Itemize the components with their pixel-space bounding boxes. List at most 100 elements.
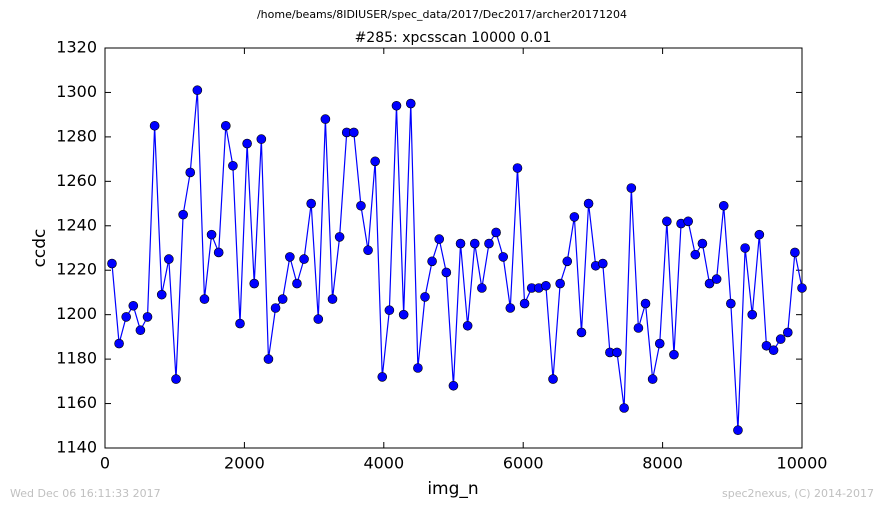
data-point <box>548 374 558 384</box>
data-point <box>491 227 501 238</box>
y-tick-label: 1240 <box>56 215 97 234</box>
data-point <box>213 247 224 258</box>
data-point <box>569 212 580 222</box>
data-point <box>199 294 210 304</box>
data-point <box>156 289 167 300</box>
data-point <box>519 298 530 309</box>
y-tick-label: 1160 <box>56 393 97 412</box>
data-point <box>505 303 516 313</box>
data-point <box>555 278 565 289</box>
data-point <box>782 327 793 338</box>
data-point <box>434 234 445 244</box>
data-point <box>420 292 430 302</box>
data-point <box>192 85 203 96</box>
data-point <box>469 238 480 249</box>
data-point <box>754 229 765 240</box>
y-tick-label: 1140 <box>56 438 97 457</box>
data-point <box>647 374 658 384</box>
data-point <box>619 403 629 413</box>
data-point <box>142 312 153 322</box>
data-point <box>135 325 146 336</box>
data-point <box>747 309 758 320</box>
data-point <box>114 338 124 349</box>
data-point <box>790 247 800 258</box>
data-point <box>256 134 267 144</box>
data-point <box>562 256 573 267</box>
data-point <box>263 354 274 364</box>
data-point <box>626 183 637 193</box>
data-point <box>164 254 174 264</box>
data-point <box>249 278 260 289</box>
y-tick-label: 1300 <box>56 82 97 101</box>
data-point <box>377 372 388 382</box>
footer-left: Wed Dec 06 16:11:33 2017 <box>10 487 161 500</box>
data-point <box>726 298 736 309</box>
data-point <box>761 340 772 351</box>
y-tick-label: 1220 <box>56 260 97 279</box>
data-point <box>583 198 594 209</box>
data-point <box>704 278 715 289</box>
data-point <box>462 320 473 331</box>
data-point <box>285 252 295 262</box>
data-point <box>740 243 750 253</box>
x-tick-label: 0 <box>100 454 110 473</box>
data-point <box>662 216 672 227</box>
data-point <box>121 312 131 322</box>
data-point <box>320 114 331 124</box>
data-point <box>640 298 651 309</box>
data-point <box>306 198 316 209</box>
data-point <box>413 363 423 373</box>
data-point <box>370 156 380 167</box>
chart-title: #285: xpcsscan 10000 0.01 <box>355 30 552 46</box>
data-point <box>292 278 302 289</box>
x-axis-label: img_n <box>427 479 478 499</box>
data-point <box>612 347 622 358</box>
footer-right: spec2nexus, (C) 2014-2017 <box>722 487 874 500</box>
data-point <box>107 258 117 269</box>
data-point <box>242 138 252 149</box>
data-point <box>220 120 231 131</box>
data-point <box>313 314 324 324</box>
data-point <box>484 238 494 249</box>
data-point <box>427 256 437 267</box>
data-point <box>512 163 523 173</box>
x-tick-label: 2000 <box>224 454 265 473</box>
data-point <box>149 120 160 131</box>
x-tick-label: 8000 <box>642 454 683 473</box>
data-point <box>185 167 196 178</box>
y-tick-label: 1280 <box>56 126 97 145</box>
data-point <box>448 380 459 391</box>
data-point <box>171 374 181 384</box>
y-tick-label: 1260 <box>56 171 97 190</box>
x-tick-label: 4000 <box>363 454 404 473</box>
data-point <box>633 323 644 333</box>
y-tick-label: 1180 <box>56 349 97 368</box>
data-point <box>277 294 288 304</box>
data-point <box>597 258 608 269</box>
data-point <box>654 338 665 349</box>
data-point <box>441 267 452 278</box>
data-point <box>733 425 743 436</box>
data-point <box>718 200 729 211</box>
data-point <box>576 327 587 338</box>
data-point <box>206 229 217 240</box>
data-point <box>455 238 466 249</box>
data-point <box>327 294 338 304</box>
data-point <box>270 303 281 313</box>
data-point <box>178 209 188 220</box>
data-point <box>228 160 238 171</box>
data-point <box>797 283 807 293</box>
data-point <box>669 349 679 360</box>
data-point <box>711 274 722 284</box>
data-point <box>477 283 487 293</box>
data-point <box>384 305 395 316</box>
data-point <box>398 309 409 320</box>
x-tick-label: 6000 <box>503 454 544 473</box>
data-point <box>498 252 508 262</box>
data-point <box>775 334 786 344</box>
y-tick-label: 1200 <box>56 304 97 323</box>
data-point <box>697 238 708 249</box>
data-point <box>349 127 359 138</box>
y-axis-label: ccdc <box>30 229 50 268</box>
